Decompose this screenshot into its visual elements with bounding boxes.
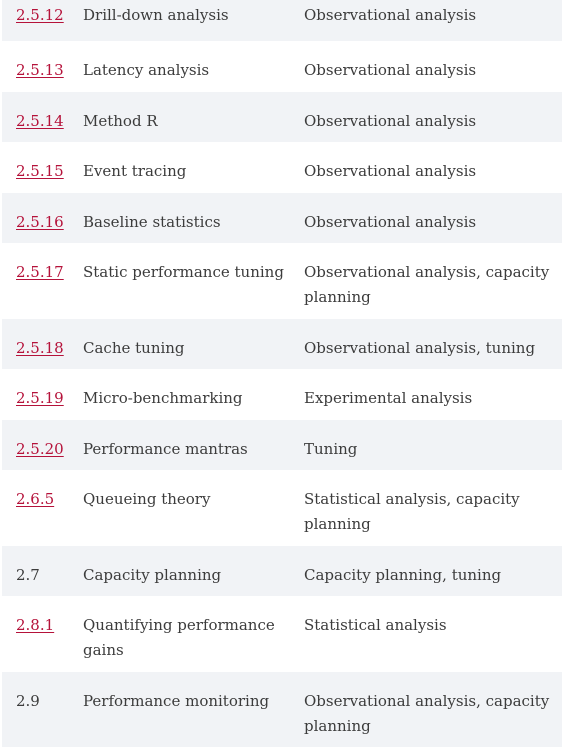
section-cell: 2.5.17 (2, 260, 83, 285)
type-cell: Observational analysis (304, 58, 562, 83)
section-number: 2.7 (16, 566, 40, 584)
section-number: 2.9 (16, 692, 40, 710)
section-link[interactable]: 2.5.16 (16, 213, 64, 231)
table-row: 2.5.12 Drill-down analysis Observational… (2, 0, 562, 41)
type-cell: Observational analysis (304, 3, 562, 28)
section-link[interactable]: 2.5.17 (16, 263, 64, 281)
section-cell: 2.5.20 (2, 437, 83, 462)
method-cell: Performance mantras (83, 437, 304, 462)
method-cell: Static performance tuning (83, 260, 304, 285)
section-link[interactable]: 2.5.18 (16, 339, 64, 357)
section-cell: 2.5.14 (2, 109, 83, 134)
type-cell: Statistical analysis (304, 613, 562, 638)
section-cell: 2.9 (2, 689, 83, 714)
section-cell: 2.7 (2, 563, 83, 588)
method-cell: Performance monitoring (83, 689, 304, 714)
method-cell: Quantifying performance gains (83, 613, 304, 663)
section-cell: 2.5.13 (2, 58, 83, 83)
section-cell: 2.5.16 (2, 210, 83, 235)
type-cell: Statistical analysis, capacity planning (304, 487, 562, 537)
section-cell: 2.5.15 (2, 159, 83, 184)
table-row: 2.8.1 Quantifying performance gains Stat… (2, 596, 562, 672)
type-cell: Observational analysis, capacity plannin… (304, 689, 562, 739)
table-row: 2.9 Performance monitoring Observational… (2, 672, 562, 747)
type-cell: Observational analysis, tuning (304, 336, 562, 361)
method-cell: Queueing theory (83, 487, 304, 512)
type-cell: Experimental analysis (304, 386, 562, 411)
type-cell: Observational analysis, capacity plannin… (304, 260, 562, 310)
table-row: 2.5.13 Latency analysis Observational an… (2, 41, 562, 92)
type-cell: Observational analysis (304, 159, 562, 184)
table-row: 2.5.17 Static performance tuning Observa… (2, 243, 562, 319)
table-row: 2.5.19 Micro-benchmarking Experimental a… (2, 369, 562, 420)
section-link[interactable]: 2.5.12 (16, 6, 64, 24)
section-link[interactable]: 2.5.15 (16, 162, 64, 180)
table-row: 2.6.5 Queueing theory Statistical analys… (2, 470, 562, 546)
method-cell: Cache tuning (83, 336, 304, 361)
type-cell: Capacity planning, tuning (304, 563, 562, 588)
section-cell: 2.6.5 (2, 487, 83, 512)
table-row: 2.5.15 Event tracing Observational analy… (2, 142, 562, 193)
section-link[interactable]: 2.5.20 (16, 440, 64, 458)
section-cell: 2.5.12 (2, 3, 83, 28)
method-cell: Capacity planning (83, 563, 304, 588)
section-cell: 2.5.18 (2, 336, 83, 361)
method-cell: Event tracing (83, 159, 304, 184)
section-cell: 2.8.1 (2, 613, 83, 638)
method-cell: Drill-down analysis (83, 3, 304, 28)
section-link[interactable]: 2.5.13 (16, 61, 64, 79)
section-cell: 2.5.19 (2, 386, 83, 411)
table-row: 2.5.20 Performance mantras Tuning (2, 420, 562, 471)
section-link[interactable]: 2.5.19 (16, 389, 64, 407)
method-cell: Method R (83, 109, 304, 134)
method-cell: Micro-benchmarking (83, 386, 304, 411)
type-cell: Observational analysis (304, 109, 562, 134)
section-link[interactable]: 2.6.5 (16, 490, 54, 508)
table-row: 2.5.14 Method R Observational analysis (2, 92, 562, 143)
type-cell: Tuning (304, 437, 562, 462)
method-cell: Latency analysis (83, 58, 304, 83)
method-cell: Baseline statistics (83, 210, 304, 235)
section-link[interactable]: 2.8.1 (16, 616, 54, 634)
type-cell: Observational analysis (304, 210, 562, 235)
section-link[interactable]: 2.5.14 (16, 112, 64, 130)
table-row: 2.5.16 Baseline statistics Observational… (2, 193, 562, 244)
table-row: 2.7 Capacity planning Capacity planning,… (2, 546, 562, 597)
table-row: 2.5.18 Cache tuning Observational analys… (2, 319, 562, 370)
